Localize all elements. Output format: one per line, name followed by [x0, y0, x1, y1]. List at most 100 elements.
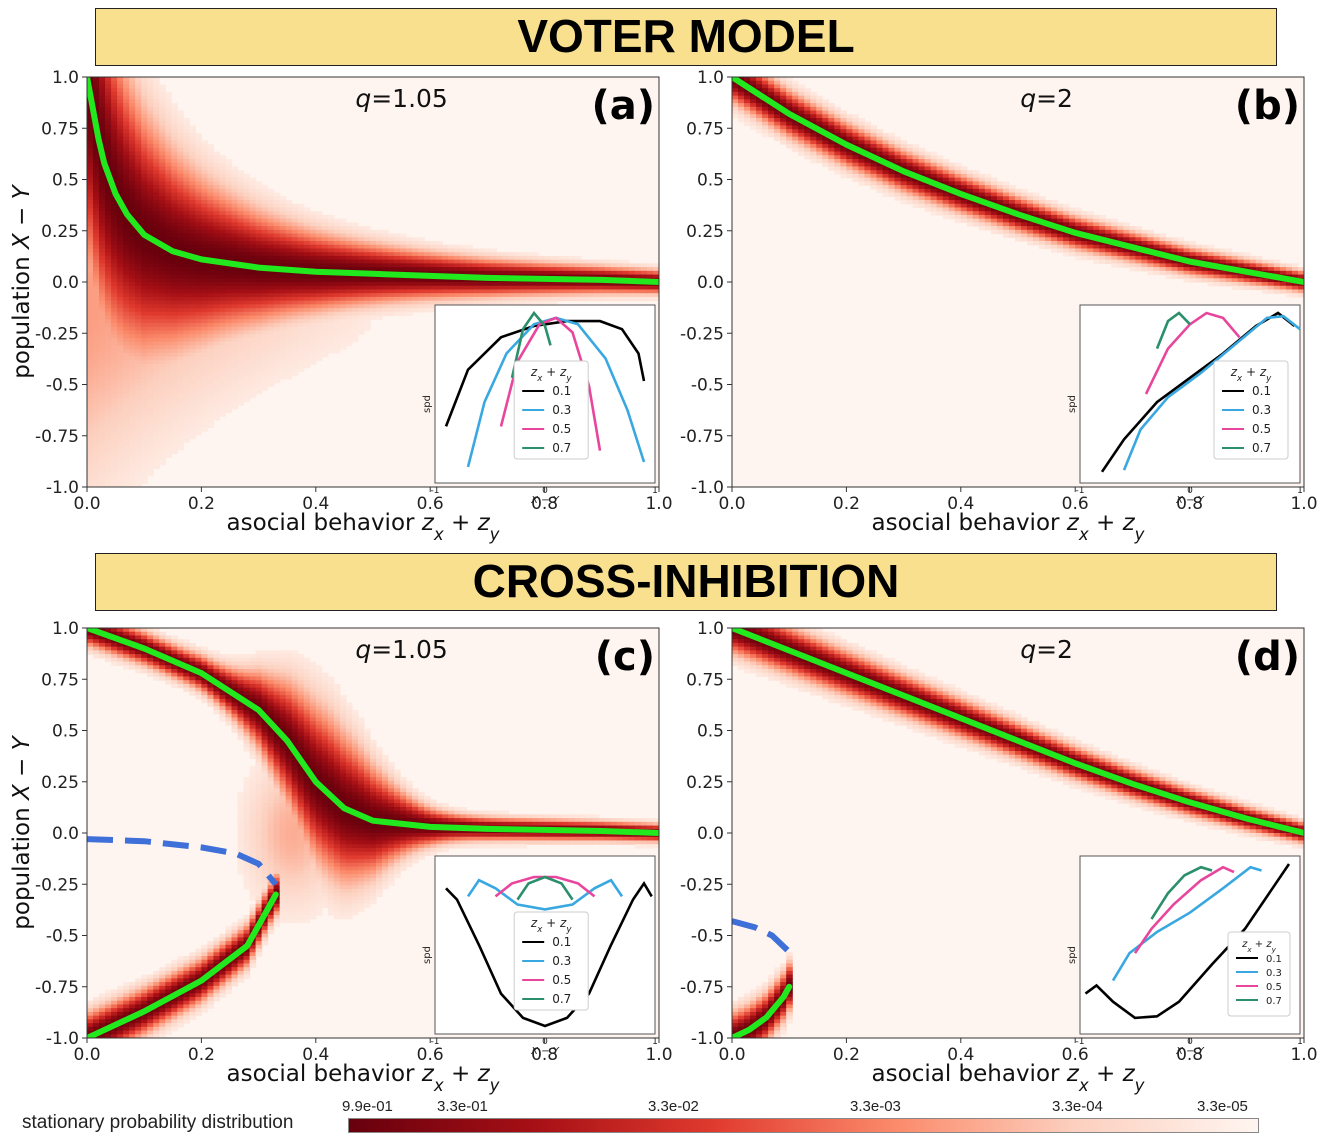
- x-tick-label: 0.4: [947, 1045, 974, 1065]
- x-tick-label: 1.0: [645, 494, 672, 514]
- x-tick-label: 0.6: [1062, 1045, 1089, 1065]
- x-tick-label: 0.8: [1176, 494, 1203, 514]
- inset-x-tick: 0: [542, 1037, 548, 1047]
- panel-letter: (a): [591, 83, 655, 129]
- inset-y-label: spd: [422, 946, 433, 964]
- y-tick-label: 0.75: [686, 119, 724, 139]
- colorbar-label: stationary probability distribution: [22, 1112, 294, 1133]
- inset-x-tick: 1: [1297, 486, 1303, 496]
- inset-x-tick: -1: [1076, 486, 1085, 496]
- inset-series-0.5: [1144, 311, 1241, 395]
- inset-y-label: spd: [1067, 946, 1078, 964]
- x-tick-label: 0.4: [947, 494, 974, 514]
- legend-box: [513, 360, 589, 460]
- figure: 0.0 0.2 0.4 0.6 0.8 1.0 1.0 0.75 0.5 0.25 0.0 -0.25…: [9, 68, 1318, 1095]
- legend-entry: 0.5: [1266, 982, 1282, 993]
- inset-x-tick: 0: [1187, 486, 1193, 496]
- panel-letter: (c): [595, 634, 655, 680]
- legend-entry: 0.1: [552, 384, 571, 398]
- inset-x-label: X − Y: [1175, 495, 1205, 506]
- x-tick-label: 1.0: [1290, 494, 1317, 514]
- x-tick-label: 0.2: [188, 1045, 215, 1065]
- inset-legend: zx + zy0.1 0.3 0.5 0.7: [1213, 360, 1289, 460]
- x-tick-label: 0.6: [417, 1045, 444, 1065]
- inset-series-0.7: [510, 310, 552, 379]
- legend-entry: 0.5: [552, 422, 571, 436]
- colorbar-tick-label: 9.9e-01: [342, 1098, 393, 1115]
- heatmap: [87, 628, 659, 1038]
- legend-entry: 0.1: [1252, 384, 1271, 398]
- y-tick-label: 0.25: [41, 773, 79, 793]
- legend-entry: 0.3: [552, 403, 571, 417]
- inset-series-0.3: [1111, 865, 1262, 982]
- y-tick-label: 0.5: [52, 722, 79, 742]
- x-tick-label: 0.6: [417, 494, 444, 514]
- y-tick-label: 0.5: [697, 171, 724, 191]
- inset-series-0.3: [1122, 314, 1301, 471]
- stable-branch-0: [87, 628, 659, 836]
- y-tick-label: 1.0: [52, 619, 79, 639]
- y-tick-label: 0.0: [697, 273, 724, 293]
- x-tick-label: 0.4: [302, 1045, 329, 1065]
- panel-letter: (d): [1235, 634, 1300, 680]
- legend-title: zx + zy: [1230, 365, 1272, 384]
- y-tick-label: -0.5: [691, 376, 724, 396]
- colorbar-tick-label: 3.3e-03: [850, 1098, 901, 1115]
- legend-box: [513, 911, 589, 1011]
- y-tick-label: -1.0: [691, 1029, 724, 1049]
- inset-series-0.1: [445, 880, 653, 1028]
- inset-x-label: X − Y: [530, 495, 560, 506]
- legend-entry: 0.7: [1266, 996, 1282, 1007]
- legend-entry: 0.3: [1266, 968, 1282, 979]
- banner-voter-model: VOTER MODEL: [95, 8, 1277, 66]
- unstable-branch-0: [87, 836, 279, 887]
- panel-d: 0.0 0.2 0.4 0.6 0.8 1.0 1.0 0.75 0.5 0.25 0.0 -0.25…: [680, 619, 1318, 1095]
- x-axis-label: asocial behavior zx + zy: [227, 510, 500, 544]
- panel-letter: (b): [1235, 83, 1300, 129]
- y-tick-label: 1.0: [52, 68, 79, 88]
- heatmap: [732, 628, 1304, 1038]
- y-tick-label: -0.25: [680, 324, 724, 344]
- legend-entry: 0.3: [552, 954, 571, 968]
- y-tick-label: -1.0: [46, 1029, 79, 1049]
- x-tick-label: 0.2: [833, 1045, 860, 1065]
- y-tick-label: -0.75: [35, 978, 79, 998]
- legend-entry: 0.7: [552, 992, 571, 1006]
- y-tick-label: 0.25: [686, 222, 724, 242]
- inset: -1 0 1 X − Y spd zx + zy0.1 0.3 0.5 0.7: [1067, 304, 1303, 506]
- panel-a: 0.0 0.2 0.4 0.6 0.8 1.0 1.0 0.75 0.5 0.25 0.0 -0.25…: [9, 68, 673, 544]
- panel-b: 0.0 0.2 0.4 0.6 0.8 1.0 1.0 0.75 0.5 0.25 0.0 -0.25…: [680, 68, 1318, 544]
- inset-y-label: spd: [422, 395, 433, 413]
- y-tick-label: -0.5: [691, 927, 724, 947]
- inset-legend: zx + zy0.1 0.3 0.5 0.7: [513, 911, 589, 1011]
- y-tick-label: 0.75: [686, 670, 724, 690]
- inset-legend: zx + zy0.1 0.3 0.5 0.7: [1227, 931, 1291, 1017]
- x-axis-label: asocial behavior zx + zy: [227, 1061, 500, 1095]
- colorbar-tick-label: 3.3e-02: [648, 1098, 699, 1115]
- inset-x-tick: 0: [542, 486, 548, 496]
- y-tick-label: -0.5: [46, 376, 79, 396]
- y-tick-label: 0.0: [52, 273, 79, 293]
- colorbar: [348, 1118, 1259, 1133]
- y-tick-label: -0.75: [680, 978, 724, 998]
- inset-x-label: X − Y: [1175, 1046, 1205, 1057]
- colorbar-tick-label: 3.3e-01: [437, 1098, 488, 1115]
- y-tick-label: 0.75: [41, 119, 79, 139]
- legend-entry: 0.5: [552, 973, 571, 987]
- y-tick-label: -0.75: [35, 427, 79, 447]
- stable-branch-1: [732, 983, 793, 1038]
- stable-branch-0: [732, 628, 1304, 836]
- x-tick-label: 0.8: [1176, 1045, 1203, 1065]
- legend-title: zx + zy: [530, 916, 572, 935]
- x-tick-label: 1.0: [645, 1045, 672, 1065]
- y-tick-label: -0.25: [35, 324, 79, 344]
- inset-y-label: spd: [1067, 395, 1078, 413]
- inset-series-0.7: [516, 875, 574, 901]
- y-tick-label: -0.5: [46, 927, 79, 947]
- legend-box: [1213, 360, 1289, 460]
- inset-series-0.1: [1100, 311, 1296, 473]
- y-tick-label: -1.0: [46, 478, 79, 498]
- inset: -1 0 1 X − Y spd zx + zy0.1 0.3 0.5 0.7: [422, 304, 658, 506]
- y-tick-label: -0.25: [680, 875, 724, 895]
- stable-branch-0: [732, 77, 1304, 285]
